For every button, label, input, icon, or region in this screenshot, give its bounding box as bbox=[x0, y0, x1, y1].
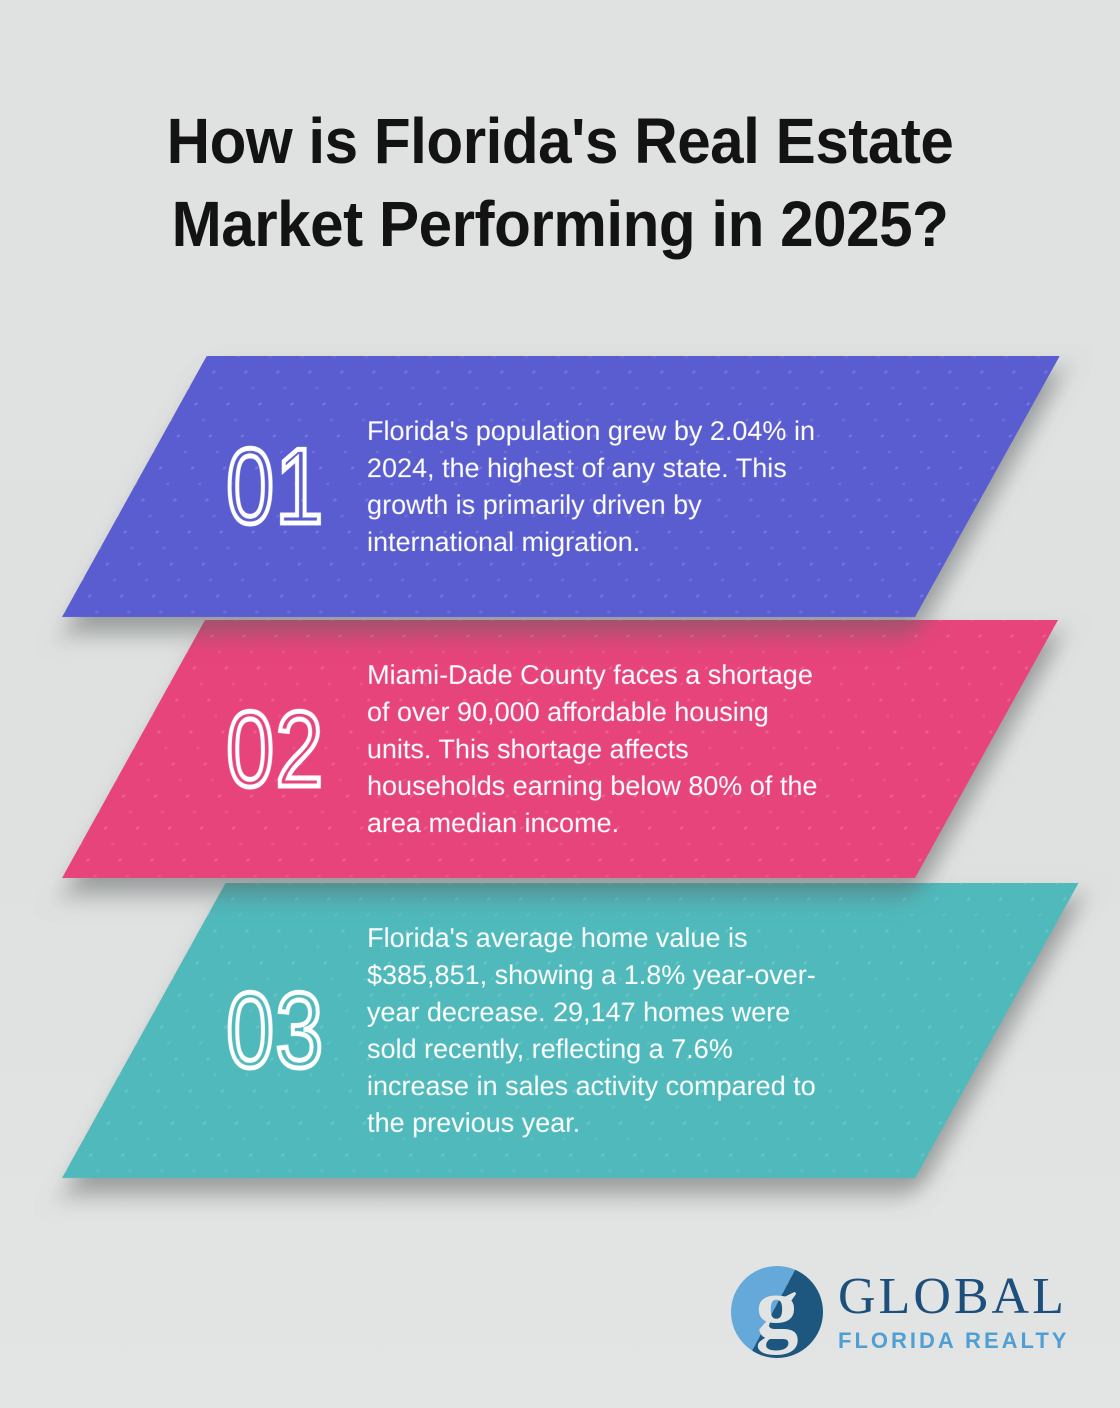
step-band-3: 03 Florida's average home value is $385,… bbox=[62, 883, 1079, 1178]
step-band-1: 01 Florida's population grew by 2.04% in… bbox=[62, 356, 1060, 617]
step-text-2: Miami-Dade County faces a shortage of ov… bbox=[367, 659, 818, 838]
page-title: How is Florida's Real Estate Market Perf… bbox=[166, 105, 954, 260]
step-text-3: Florida's average home value is $385,851… bbox=[367, 922, 816, 1138]
step-number-1: 01 bbox=[224, 424, 327, 548]
logo-g-icon: g bbox=[731, 1266, 823, 1358]
logo-g-letter: g bbox=[755, 1266, 799, 1355]
logo-name: GLOBAL bbox=[838, 1267, 1067, 1325]
step-band-2-content: 02 Miami-Dade County faces a shortage of… bbox=[62, 620, 915, 878]
step-text-1: Florida's population grew by 2.04% in 20… bbox=[367, 415, 815, 557]
step-band-1-content: 01 Florida's population grew by 2.04% in… bbox=[62, 356, 915, 617]
logo-text-block: GLOBAL FLORIDA REALTY bbox=[838, 1267, 1070, 1354]
step-number-3: 03 bbox=[224, 968, 327, 1092]
brand-logo: g GLOBAL FLORIDA REALTY bbox=[731, 1266, 1069, 1358]
step-band-3-content: 03 Florida's average home value is $385,… bbox=[62, 883, 915, 1178]
step-number-2: 02 bbox=[224, 686, 327, 810]
step-band-2: 02 Miami-Dade County faces a shortage of… bbox=[62, 620, 1059, 878]
logo-subtitle: FLORIDA REALTY bbox=[838, 1327, 1070, 1353]
